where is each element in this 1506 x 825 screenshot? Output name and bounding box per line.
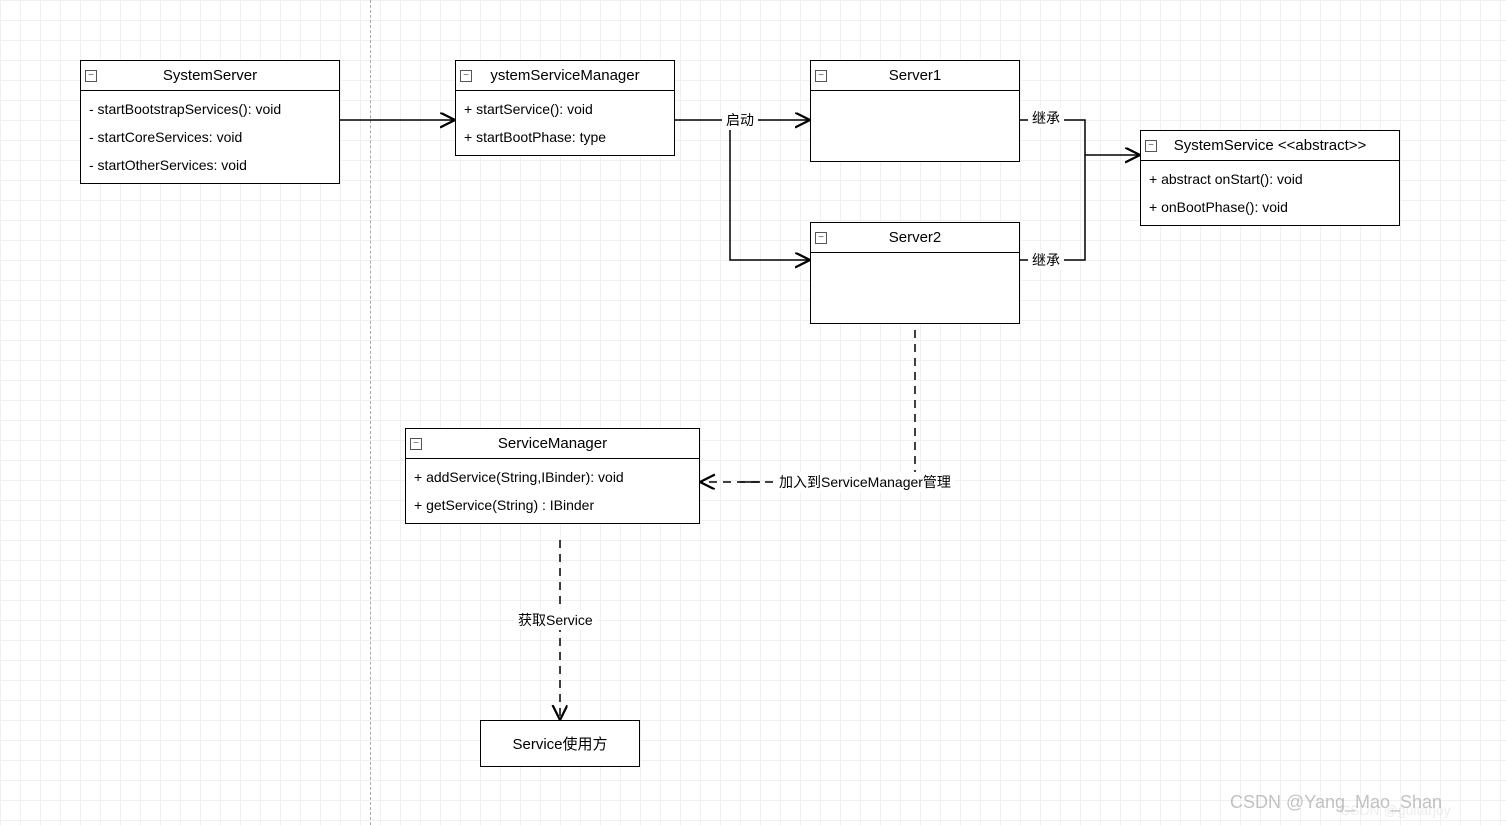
class-system-server: − SystemServer - startBootstrapServices(… [80, 60, 340, 184]
collapse-icon[interactable]: − [815, 70, 827, 82]
class-member: + getService(String) : IBinder [414, 491, 691, 519]
class-title: − Server2 [811, 223, 1019, 253]
collapse-icon[interactable]: − [85, 70, 97, 82]
class-title: − Server1 [811, 61, 1019, 91]
class-title: − ServiceManager [406, 429, 699, 459]
vertical-divider [370, 0, 371, 825]
collapse-icon[interactable]: − [815, 232, 827, 244]
class-title: − SystemServer [81, 61, 339, 91]
collapse-icon[interactable]: − [1145, 140, 1157, 152]
class-system-service-manager: − ystemServiceManager + startService(): … [455, 60, 675, 156]
title-text: Server1 [889, 67, 942, 84]
class-body: + addService(String,IBinder): void + get… [406, 459, 699, 523]
title-text: SystemService <<abstract>> [1174, 137, 1367, 154]
class-member: + onBootPhase(): void [1149, 193, 1391, 221]
class-member: + addService(String,IBinder): void [414, 463, 691, 491]
edge-label-add-sm: 加入到ServiceManager管理 [775, 472, 955, 492]
class-title: − SystemService <<abstract>> [1141, 131, 1399, 161]
edge-label-get-service: 获取Service [514, 610, 597, 630]
edge-label-inherit1: 继承 [1028, 108, 1064, 128]
class-member: + startBootPhase: type [464, 123, 666, 151]
title-text: ServiceManager [498, 435, 607, 452]
class-title: − ystemServiceManager [456, 61, 674, 91]
title-text: ystemServiceManager [490, 67, 639, 84]
class-service-manager: − ServiceManager + addService(String,IBi… [405, 428, 700, 524]
class-member: - startOtherServices: void [89, 151, 331, 179]
collapse-icon[interactable]: − [460, 70, 472, 82]
class-system-service: − SystemService <<abstract>> + abstract … [1140, 130, 1400, 226]
class-member: - startCoreServices: void [89, 123, 331, 151]
class-server2: − Server2 [810, 222, 1020, 324]
class-body: - startBootstrapServices(): void - start… [81, 91, 339, 183]
class-member: - startBootstrapServices(): void [89, 95, 331, 123]
collapse-icon[interactable]: − [410, 438, 422, 450]
class-body [811, 253, 1019, 323]
class-server1: − Server1 [810, 60, 1020, 162]
edge-label-start: 启动 [722, 110, 758, 130]
class-member: + startService(): void [464, 95, 666, 123]
edge-label-inherit2: 继承 [1028, 250, 1064, 270]
title-text: Server2 [889, 229, 942, 246]
class-body: + abstract onStart(): void + onBootPhase… [1141, 161, 1399, 225]
box-service-user: Service使用方 [480, 720, 640, 767]
title-text: SystemServer [163, 67, 257, 84]
class-body: + startService(): void + startBootPhase:… [456, 91, 674, 155]
class-member: + abstract onStart(): void [1149, 165, 1391, 193]
box-label: Service使用方 [512, 736, 607, 753]
class-body [811, 91, 1019, 161]
